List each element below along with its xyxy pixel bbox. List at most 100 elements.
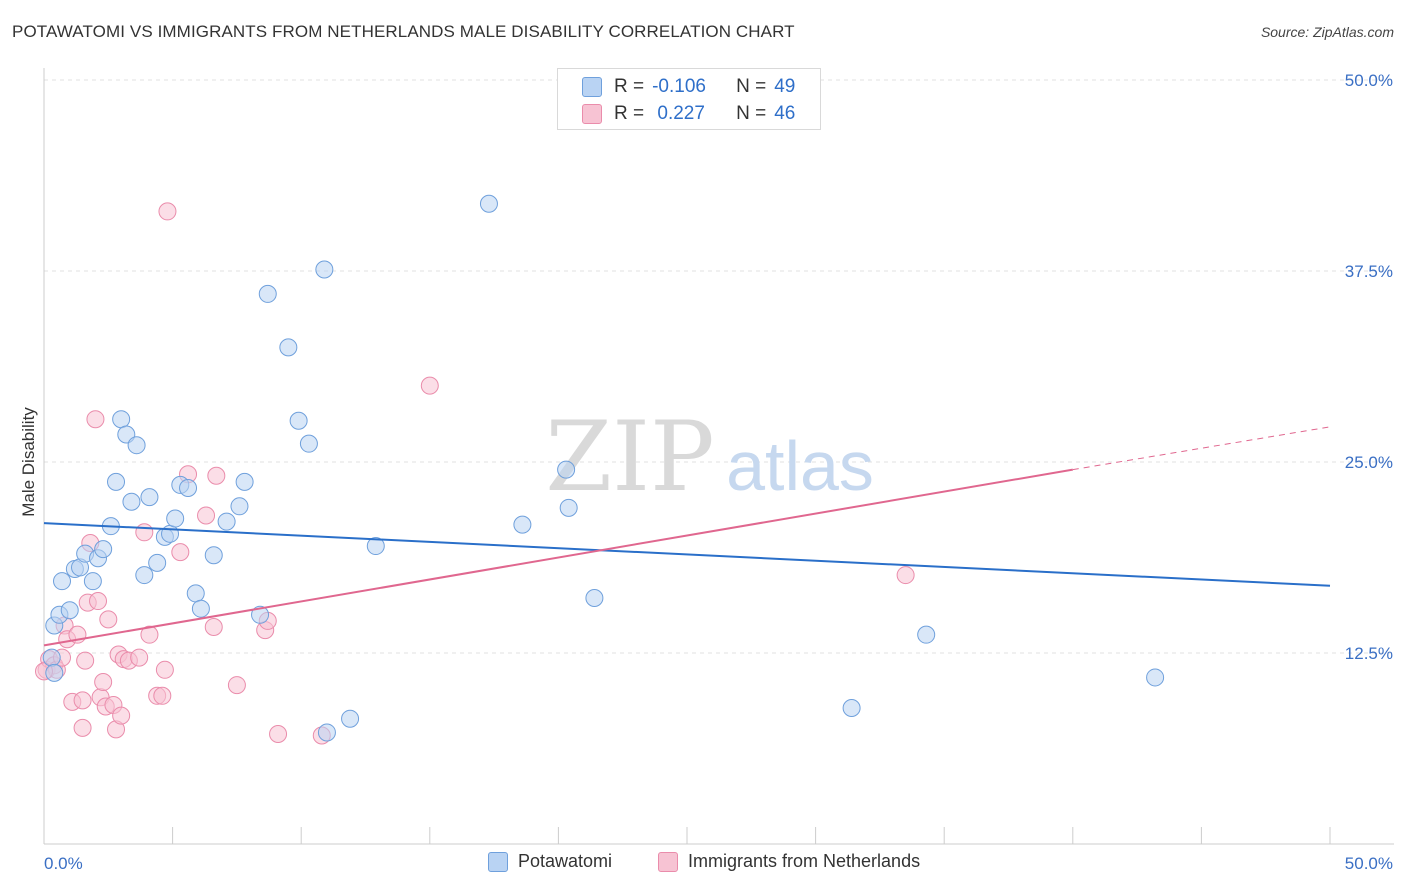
point-potawatomi — [315, 260, 334, 279]
y-tick-label: 12.5% — [1345, 644, 1393, 663]
point-potawatomi — [585, 588, 604, 607]
point-potawatomi — [366, 537, 385, 556]
point-netherlands — [89, 592, 108, 611]
point-potawatomi — [94, 540, 113, 559]
point-potawatomi — [107, 472, 126, 491]
watermark: ZIP atlas — [545, 401, 874, 513]
chart-title: POTAWATOMI VS IMMIGRANTS FROM NETHERLAND… — [12, 22, 795, 41]
point-potawatomi — [60, 601, 79, 620]
stats-row-potawatomi: R = -0.106 N = 49 — [582, 75, 795, 99]
point-potawatomi — [186, 584, 205, 603]
y-tick-label: 50.0% — [1345, 71, 1393, 90]
grid-lines — [44, 79, 1394, 654]
point-potawatomi — [289, 411, 308, 430]
point-netherlands — [73, 718, 92, 737]
stats-row-netherlands: R = 0.227 N = 46 — [582, 102, 795, 126]
point-potawatomi — [842, 699, 861, 718]
point-netherlands — [207, 466, 226, 485]
trend-line-potawatomi — [43, 522, 1331, 587]
stats-legend: R = -0.106 N = 49 R = 0.227 N = 46 — [557, 68, 821, 130]
point-netherlands — [86, 410, 105, 429]
watermark-atlas: atlas — [726, 427, 874, 505]
trend-line-netherlands-extrapolated — [1072, 426, 1331, 471]
n-label: N = — [736, 76, 767, 97]
axis-labels: 12.5% 25.0% 37.5% 50.0% 0.0% 50.0% Male Disabi… — [19, 71, 1393, 873]
r-label: R = — [614, 103, 645, 124]
point-potawatomi — [148, 553, 167, 572]
point-potawatomi — [112, 410, 131, 429]
point-potawatomi — [279, 338, 298, 357]
point-potawatomi — [42, 648, 61, 667]
y-tick-label: 37.5% — [1345, 262, 1393, 281]
point-potawatomi — [235, 472, 254, 491]
x-tick-label: 0.0% — [44, 854, 83, 873]
r-label: R = — [614, 76, 645, 97]
source-label: Source: ZipAtlas.com — [1260, 24, 1394, 40]
watermark-zip: ZIP — [545, 401, 714, 513]
point-netherlands — [227, 676, 246, 695]
point-potawatomi — [317, 723, 336, 742]
legend-label: Immigrants from Netherlands — [688, 851, 921, 871]
point-potawatomi — [161, 524, 180, 543]
point-potawatomi — [135, 566, 154, 585]
r-value: 0.227 — [652, 103, 705, 124]
x-tick-label: 50.0% — [1345, 854, 1393, 873]
point-netherlands — [197, 506, 216, 525]
point-potawatomi — [917, 625, 936, 644]
n-value: 49 — [774, 76, 796, 97]
point-potawatomi — [166, 509, 185, 528]
point-netherlands — [420, 376, 439, 395]
point-netherlands — [269, 724, 288, 743]
legend-swatch-potawatomi — [488, 851, 508, 872]
point-potawatomi — [258, 284, 277, 303]
n-label: N = — [736, 103, 767, 124]
point-potawatomi — [127, 436, 146, 455]
point-netherlands — [130, 648, 149, 667]
netherlands-swatch — [582, 104, 602, 124]
point-netherlands — [135, 523, 154, 542]
point-potawatomi — [45, 663, 64, 682]
point-potawatomi — [179, 478, 198, 497]
trend-lines — [43, 426, 1331, 647]
point-netherlands — [99, 610, 118, 629]
point-netherlands — [73, 691, 92, 710]
potawatomi-swatch — [582, 77, 602, 97]
point-netherlands — [896, 566, 915, 585]
legend-swatch-netherlands — [658, 851, 678, 872]
point-potawatomi — [1146, 668, 1165, 687]
point-netherlands — [204, 618, 223, 637]
axes — [43, 68, 1394, 845]
point-potawatomi — [559, 498, 578, 517]
trend-line-netherlands — [43, 468, 1073, 647]
point-potawatomi — [191, 599, 210, 618]
point-potawatomi — [479, 194, 498, 213]
point-potawatomi — [83, 572, 102, 591]
point-potawatomi — [204, 546, 223, 565]
legend-label: Potawatomi — [518, 851, 613, 871]
n-value: 46 — [774, 103, 796, 124]
legend-item-potawatomi: Potawatomi — [488, 851, 612, 872]
y-axis-title: Male Disability — [19, 407, 38, 517]
point-netherlands — [140, 625, 159, 644]
r-value: -0.106 — [652, 76, 706, 97]
point-netherlands — [171, 543, 190, 562]
point-potawatomi — [341, 709, 360, 728]
point-netherlands — [112, 706, 131, 725]
point-potawatomi — [122, 492, 141, 511]
point-potawatomi — [557, 460, 576, 479]
legend-item-netherlands: Immigrants from Netherlands — [658, 851, 920, 872]
point-netherlands — [153, 686, 172, 705]
point-potawatomi — [217, 512, 236, 531]
series-potawatomi — [42, 194, 1165, 742]
point-netherlands — [155, 660, 174, 679]
point-potawatomi — [53, 572, 72, 591]
point-netherlands — [94, 673, 113, 692]
point-netherlands — [158, 202, 177, 221]
point-netherlands — [76, 651, 95, 670]
point-potawatomi — [251, 605, 270, 624]
point-potawatomi — [140, 488, 159, 507]
point-potawatomi — [299, 434, 318, 453]
point-potawatomi — [230, 497, 249, 516]
y-tick-label: 25.0% — [1345, 453, 1393, 472]
